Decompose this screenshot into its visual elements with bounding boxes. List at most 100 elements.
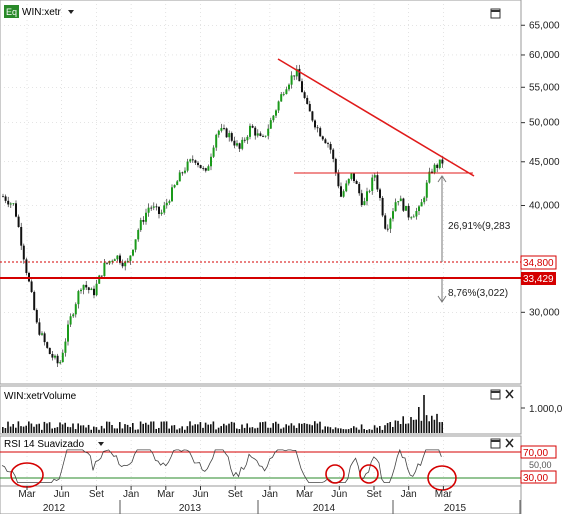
- volume-bar: [113, 428, 116, 433]
- volume-bar: [87, 424, 90, 433]
- symbol-badge[interactable]: Eq: [6, 7, 17, 17]
- candle: [207, 164, 210, 171]
- volume-bar: [264, 421, 267, 433]
- volume-bar: [415, 419, 417, 433]
- y-tick-label: 30,000: [529, 307, 560, 318]
- volume-bar: [126, 424, 129, 433]
- candle: [121, 259, 124, 269]
- candle: [381, 195, 384, 218]
- candle: [77, 289, 80, 309]
- volume-bar: [121, 428, 124, 433]
- volume-bar: [137, 429, 139, 433]
- rsi-pane-maximize-icon[interactable]: [490, 438, 501, 449]
- candle: [397, 201, 400, 206]
- candle: [225, 127, 228, 138]
- volume-bar: [35, 424, 38, 433]
- candle: [80, 288, 82, 294]
- volume-bar: [314, 421, 316, 433]
- volume-pane-maximize-icon[interactable]: [490, 389, 501, 400]
- volume-bar: [306, 423, 308, 433]
- volume-bar: [285, 424, 287, 433]
- volume-bar: [230, 421, 233, 433]
- candle: [165, 198, 168, 209]
- symbol-dropdown-icon[interactable]: [68, 10, 74, 14]
- candle: [217, 129, 220, 138]
- date-axis: [0, 485, 522, 514]
- volume-bar: [28, 421, 30, 433]
- volume-bar: [74, 429, 77, 433]
- y-tick-label: 65,000: [529, 20, 560, 31]
- candle: [423, 196, 426, 205]
- price-pane-maximize-icon[interactable]: [490, 8, 501, 19]
- volume-bar: [9, 426, 12, 433]
- month-label: Mar: [157, 489, 175, 500]
- volume-bar: [22, 426, 25, 433]
- candle: [72, 312, 75, 318]
- rsi-pane-close-icon[interactable]: [505, 438, 514, 448]
- candle: [137, 228, 140, 242]
- rsi-title[interactable]: RSI 14 Suavizado: [4, 439, 84, 450]
- candle: [316, 125, 319, 133]
- rsi-dropdown-icon[interactable]: [98, 442, 104, 446]
- candle: [134, 239, 137, 253]
- volume-bar: [82, 425, 85, 433]
- candle: [82, 284, 85, 295]
- volume-bar: [381, 429, 384, 433]
- volume-bar: [402, 416, 404, 433]
- volume-bar: [77, 423, 79, 433]
- candle: [98, 274, 101, 284]
- candle: [202, 166, 205, 171]
- candle: [171, 184, 173, 202]
- candle: [25, 257, 28, 276]
- volume-bar: [371, 429, 373, 433]
- candle: [74, 302, 77, 318]
- price-pane[interactable]: [0, 0, 522, 385]
- candle: [363, 197, 366, 206]
- candle: [189, 158, 192, 164]
- candle: [168, 199, 171, 205]
- volume-bar: [43, 421, 46, 433]
- volume-pane-close-icon[interactable]: [505, 389, 514, 399]
- volume-bar: [191, 425, 194, 433]
- volume-bar: [194, 424, 196, 433]
- month-label: Set: [366, 489, 381, 500]
- candle: [353, 173, 355, 184]
- candle: [106, 262, 108, 265]
- volume-bar: [93, 426, 95, 433]
- month-label: Jan: [123, 489, 139, 500]
- candle: [389, 217, 392, 234]
- candle: [241, 137, 244, 151]
- symbol-badge-bg[interactable]: [4, 5, 19, 18]
- candle: [142, 216, 145, 225]
- candle: [267, 124, 270, 140]
- candle: [54, 354, 56, 360]
- candle: [155, 203, 158, 211]
- volume-bar: [269, 427, 272, 433]
- candle: [347, 178, 350, 186]
- candle: [306, 95, 309, 105]
- candle: [210, 153, 212, 171]
- volume-bar: [7, 421, 9, 433]
- volume-bar: [288, 425, 290, 433]
- volume-bar: [225, 425, 228, 433]
- volume-bar: [355, 427, 358, 433]
- volume-bar: [20, 426, 22, 433]
- volume-bar: [223, 423, 225, 433]
- candle: [116, 255, 119, 262]
- volume-bar: [368, 429, 371, 433]
- candle: [262, 134, 264, 138]
- candle: [394, 198, 397, 212]
- volume-bar: [236, 428, 238, 433]
- rsi-upper-label: 70,00: [523, 448, 548, 459]
- volume-bar: [345, 429, 347, 433]
- volume-bar: [72, 423, 74, 433]
- candle: [272, 114, 275, 123]
- year-label: 2015: [444, 503, 467, 514]
- volume-bar: [334, 427, 337, 433]
- symbol-label[interactable]: WIN:xetr: [22, 7, 62, 18]
- year-labels: 2012 2013 2014 2015: [43, 500, 521, 514]
- candle: [69, 313, 72, 328]
- volume-bar: [308, 424, 311, 433]
- horizontal-gridlines: [0, 25, 521, 313]
